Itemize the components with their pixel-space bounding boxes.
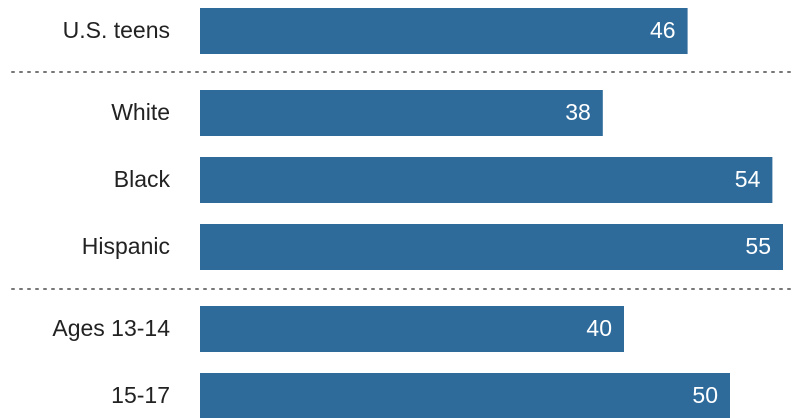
- bar: [200, 90, 603, 136]
- category-label: 15-17: [111, 382, 170, 408]
- value-label: 46: [650, 17, 676, 43]
- value-label: 38: [565, 99, 591, 125]
- value-label: 40: [586, 315, 612, 341]
- value-label: 55: [745, 233, 771, 259]
- bar: [200, 306, 624, 352]
- value-label: 54: [735, 166, 761, 192]
- bar: [200, 224, 783, 270]
- category-label: U.S. teens: [63, 17, 170, 43]
- category-label: Hispanic: [82, 233, 170, 259]
- bar: [200, 373, 730, 418]
- category-label: Ages 13-14: [52, 315, 170, 341]
- bar: [200, 157, 773, 203]
- category-label: White: [111, 99, 170, 125]
- category-label: Black: [114, 166, 171, 192]
- bar: [200, 8, 688, 54]
- value-label: 50: [692, 382, 718, 408]
